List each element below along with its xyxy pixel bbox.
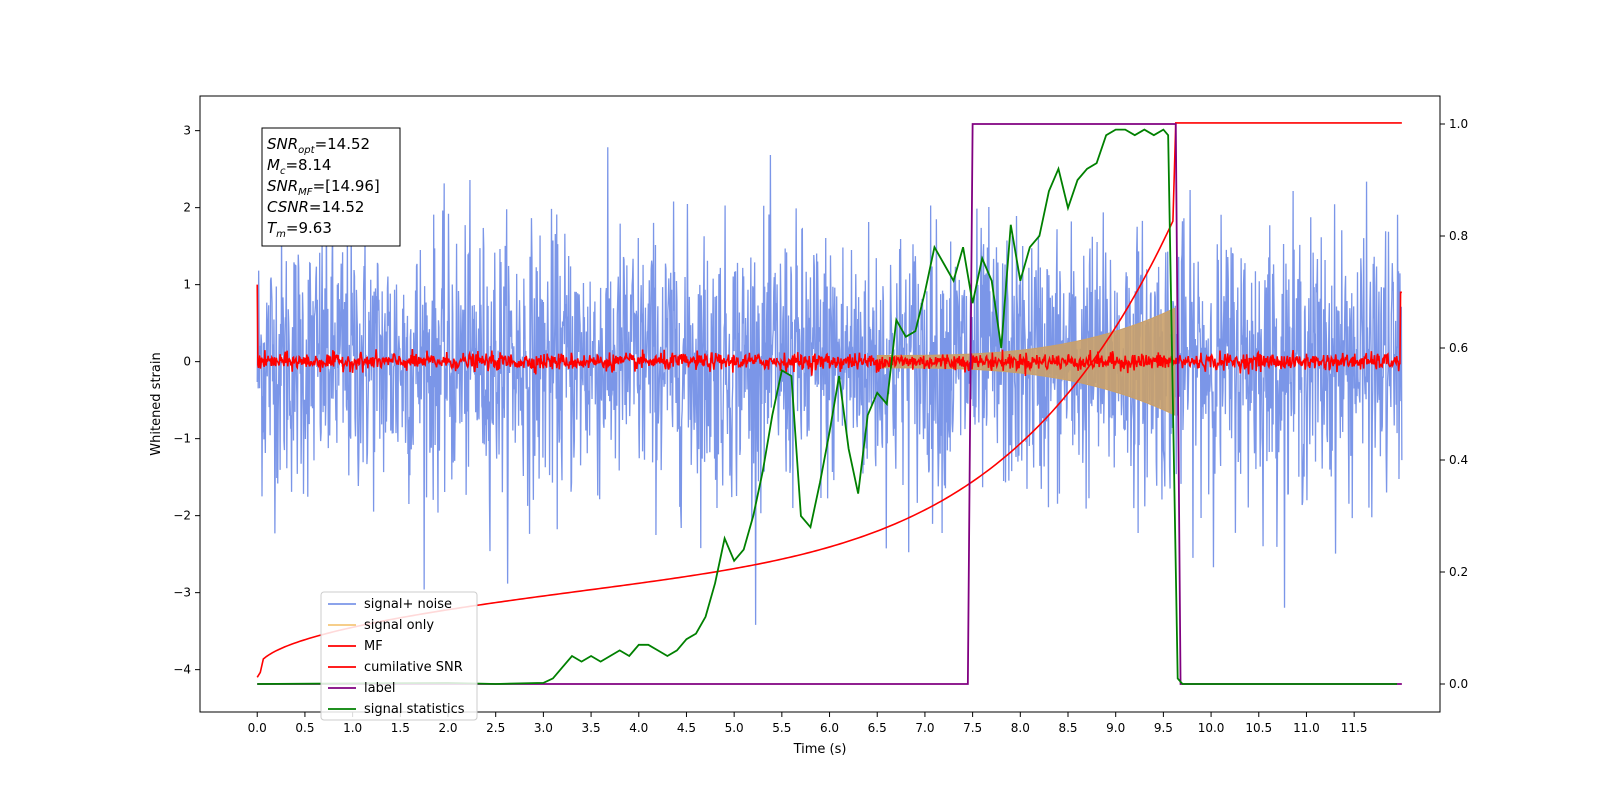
series-mf-line <box>256 284 1402 377</box>
x-tick-label: 6.0 <box>820 721 839 735</box>
x-tick-label: 10.0 <box>1198 721 1225 735</box>
x-tick-label: 9.5 <box>1154 721 1173 735</box>
y2-tick-label: 1.0 <box>1449 117 1468 131</box>
legend: signal+ noise signal only MF cumilative SNR… <box>320 591 478 721</box>
y-tick-label: −1 <box>173 432 191 446</box>
x-tick-label: 5.5 <box>772 721 791 735</box>
legend-entry: MF <box>364 639 383 654</box>
annotation-line: Mc=8.14 <box>267 156 331 177</box>
x-tick-label: 1.0 <box>343 721 362 735</box>
x-tick-label: 11.5 <box>1341 721 1368 735</box>
annotation-line: SNRMF=[14.96] <box>267 177 380 198</box>
y-tick-label: −3 <box>173 586 191 600</box>
x-tick-label: 3.5 <box>582 721 601 735</box>
y-tick-label: 1 <box>183 278 191 292</box>
x-tick-label: 9.0 <box>1106 721 1125 735</box>
legend-frame <box>320 591 478 721</box>
annotation-line: Tm=9.63 <box>267 219 332 240</box>
x-tick-label: 5.0 <box>725 721 744 735</box>
y2-tick-label: 0.6 <box>1449 341 1468 355</box>
y-axis-label: Whitened strain <box>149 352 164 455</box>
x-tick-label: 2.0 <box>438 721 457 735</box>
x-tick-label: 6.5 <box>868 721 887 735</box>
y-tick-label: −4 <box>173 663 191 677</box>
x-tick-label: 1.5 <box>391 721 410 735</box>
series-signal-statistics-line <box>257 128 1398 685</box>
x-tick-label: 11.0 <box>1293 721 1320 735</box>
x-tick-label: 7.0 <box>915 721 934 735</box>
y-tick-label: 2 <box>183 201 191 215</box>
x-tick-label: 8.5 <box>1058 721 1077 735</box>
x-tick-label: 8.0 <box>1011 721 1030 735</box>
y-tick-label: 3 <box>183 124 191 138</box>
stats-annotation-box: SNRopt=14.52Mc=8.14SNRMF=[14.96]CSNR=14.… <box>261 127 401 247</box>
x-tick-label: 4.0 <box>629 721 648 735</box>
annotation-line: CSNR=14.52 <box>267 198 364 216</box>
y2-tick-label: 0.4 <box>1449 453 1468 467</box>
y2-tick-label: 0.8 <box>1449 229 1468 243</box>
annotation-frame <box>261 127 401 247</box>
x-tick-label: 4.5 <box>677 721 696 735</box>
y-tick-label: 0 <box>183 355 191 369</box>
x-tick-label: 7.5 <box>963 721 982 735</box>
axes-frame <box>199 95 1441 713</box>
legend-entry: label <box>364 681 395 696</box>
y2-tick-label: 0.2 <box>1449 565 1468 579</box>
legend-entry: signal statistics <box>364 702 465 717</box>
y-axis-right: 0.0 0.2 0.4 0.6 0.8 1.0 <box>1440 117 1468 691</box>
y-axis-left: 3 2 1 0 −1 −2 −3 −4 <box>173 124 200 677</box>
x-tick-label: 10.5 <box>1245 721 1272 735</box>
y2-tick-label: 0.0 <box>1449 677 1468 691</box>
y-tick-label: −2 <box>173 509 191 523</box>
x-tick-label: 2.5 <box>486 721 505 735</box>
legend-entry: cumilative SNR <box>364 660 463 675</box>
legend-entry: signal only <box>364 618 434 633</box>
x-tick-label: 3.0 <box>534 721 553 735</box>
x-tick-label: 0.5 <box>295 721 314 735</box>
x-axis-label: Time (s) <box>793 742 847 757</box>
legend-entry: signal+ noise <box>364 597 452 612</box>
annotation-line: SNRopt=14.52 <box>267 135 370 156</box>
x-axis: 0.0 0.5 1.0 1.5 2.0 2.5 3.0 3.5 4.0 4.5 5.0 5.5 6.0 6… <box>248 712 1368 735</box>
x-tick-label: 0.0 <box>248 721 267 735</box>
series-signal-noise-line <box>256 147 1403 625</box>
